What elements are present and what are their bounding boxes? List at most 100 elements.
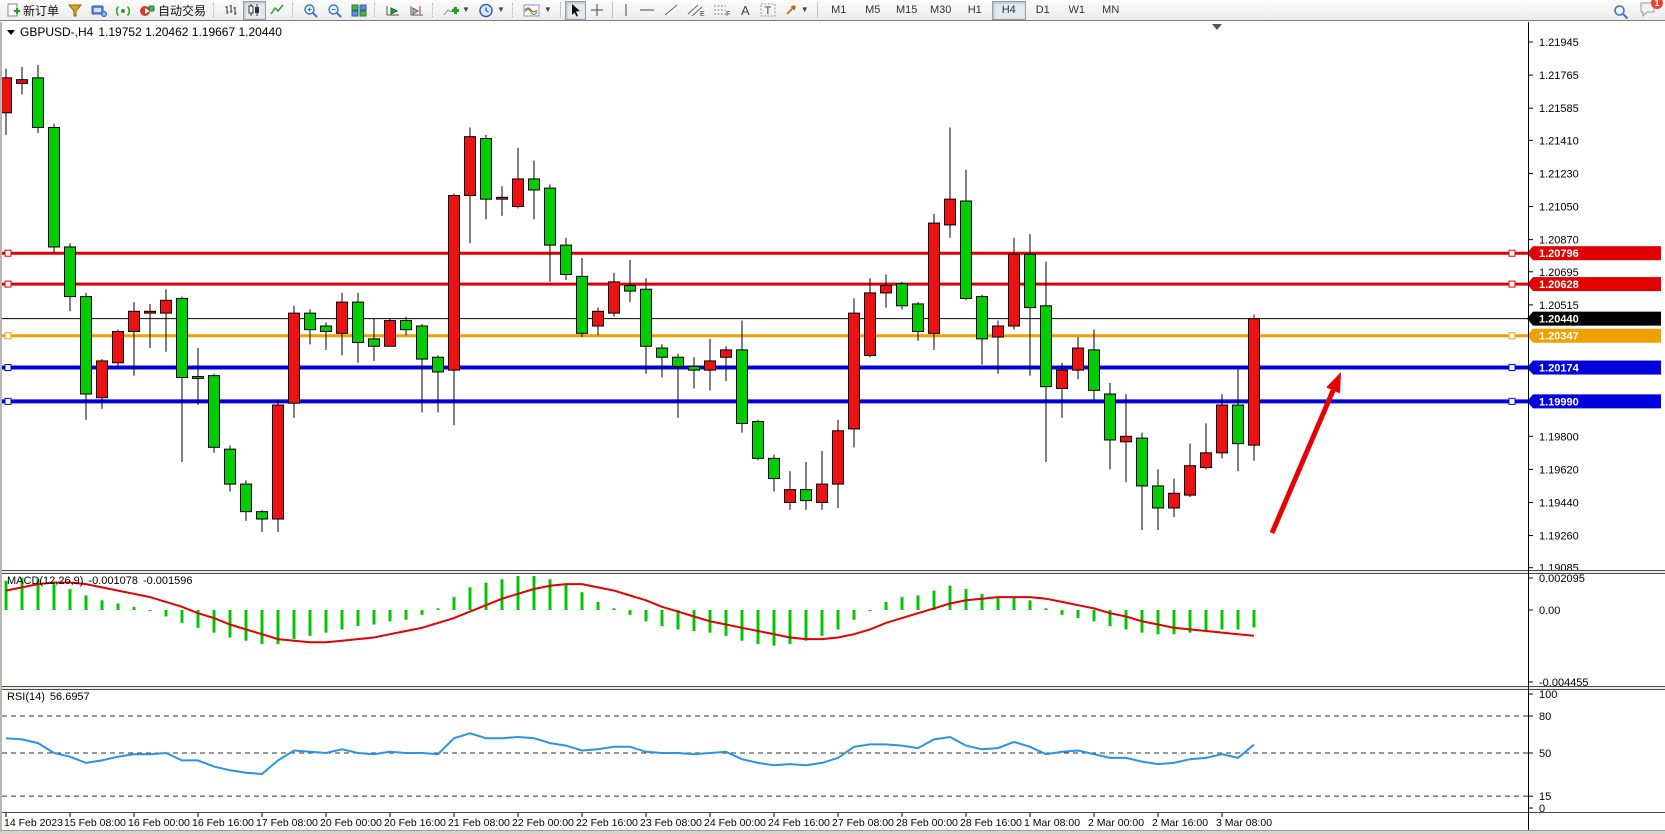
line-handle[interactable] — [1508, 364, 1516, 372]
line-handle[interactable] — [1508, 280, 1516, 288]
chart-background[interactable] — [0, 22, 1665, 831]
vertical-line-tool-button[interactable] — [617, 1, 635, 20]
rsi-axis-label: 80 — [1539, 711, 1551, 723]
zoom-in-button[interactable] — [299, 1, 323, 20]
timeframe-m15-button[interactable]: M15 — [896, 4, 918, 16]
macd-bar — [276, 610, 280, 644]
symbol-dropdown-icon[interactable] — [7, 29, 15, 35]
candle — [656, 344, 668, 378]
notifications-button[interactable]: 1 — [1639, 0, 1663, 22]
candle — [320, 322, 332, 350]
strategy-tester-button[interactable] — [87, 1, 111, 20]
bar-chart-button[interactable] — [220, 1, 243, 20]
candle — [672, 353, 684, 418]
time-tick-label: 20 Feb 00:00 — [320, 817, 382, 829]
line-handle[interactable] — [4, 364, 12, 372]
chart-shift-button[interactable] — [405, 1, 429, 20]
candle — [304, 309, 316, 345]
candle — [1040, 261, 1052, 463]
timeframe-h1-button[interactable]: H1 — [967, 4, 982, 16]
price-level-label: 1.20174 — [1539, 363, 1580, 375]
pivot-line[interactable]: 1.20347 — [2, 328, 1661, 343]
candle — [768, 454, 780, 492]
support-line-2[interactable]: 1.19990 — [2, 394, 1661, 409]
trend-arrow-annotation[interactable] — [1269, 372, 1341, 534]
macd-bar — [1236, 610, 1240, 630]
timeframe-m5-button[interactable]: M5 — [865, 4, 881, 16]
price-level-label: 1.20347 — [1539, 331, 1579, 343]
timeframe-w1-button[interactable]: W1 — [1068, 4, 1085, 16]
timeframe-h4-button[interactable]: H4 — [991, 0, 1026, 20]
candle — [640, 278, 652, 374]
new-order-button[interactable]: 新订单 — [2, 1, 63, 20]
fibonacci-icon: F — [713, 5, 730, 17]
macd-bar — [1092, 610, 1096, 622]
equidistant-channel-tool-button[interactable]: E — [683, 1, 709, 20]
time-axis[interactable]: 14 Feb 2023 15 Feb 08:00 16 Feb 00:00 16 Fe… — [4, 813, 1272, 829]
fibonacci-tool-button[interactable]: F — [709, 1, 735, 20]
line-handle[interactable] — [1508, 397, 1516, 405]
candle — [1232, 368, 1244, 472]
chart-shift-marker-icon[interactable] — [1212, 24, 1222, 30]
candle — [432, 355, 444, 413]
resistance-line-2[interactable]: 1.20628 — [2, 277, 1661, 292]
auto-scroll-button[interactable] — [381, 1, 405, 20]
line-chart-button[interactable] — [266, 1, 289, 20]
horizontal-line-tool-button[interactable] — [635, 1, 659, 20]
candle — [976, 294, 988, 365]
level-lines: 1.20796 1.20628 1.20440 1.20347 1.20174 1.199… — [2, 246, 1661, 409]
candle — [1104, 382, 1116, 470]
price-level-label: 1.19990 — [1539, 396, 1579, 408]
zoom-out-button[interactable] — [323, 1, 347, 20]
auto-scroll-icon — [386, 5, 400, 15]
search-icon[interactable] — [1613, 4, 1629, 20]
line-handle[interactable] — [4, 332, 12, 340]
line-handle[interactable] — [4, 397, 12, 405]
trendline-icon — [664, 4, 678, 16]
macd-bar — [1076, 610, 1080, 619]
macd-bar — [1108, 610, 1112, 627]
rsi-panel[interactable]: 100 80 50 150 — [2, 689, 1557, 815]
timeframe-d1-button[interactable]: D1 — [1035, 4, 1050, 16]
line-handle[interactable] — [4, 280, 12, 288]
trendline-tool-button[interactable] — [659, 1, 683, 20]
candle — [848, 298, 860, 448]
indicators-button[interactable]: ▼ — [439, 1, 474, 20]
macd-bar — [164, 610, 168, 617]
autotrading-button[interactable]: 自动交易 — [135, 1, 210, 20]
timeframe-m30-button[interactable]: M30 — [930, 4, 952, 16]
crosshair-tool-button[interactable] — [586, 1, 608, 20]
candlestick-chart-button[interactable] — [243, 0, 267, 20]
candle — [912, 302, 924, 341]
line-handle[interactable] — [1508, 332, 1516, 340]
market-watch-button[interactable] — [63, 1, 87, 20]
candle — [416, 324, 428, 413]
periods-button[interactable]: ▼ — [474, 1, 509, 20]
macd-panel[interactable]: 0.002095 0.00 -0.004455 — [4, 573, 1589, 689]
svg-text:A: A — [741, 3, 750, 17]
line-handle[interactable] — [1508, 249, 1516, 257]
tile-windows-button[interactable] — [347, 1, 371, 20]
macd-bar — [244, 610, 248, 641]
arrows-tool-button[interactable]: ▼ — [780, 1, 813, 20]
timeframe-m1-button[interactable]: M1 — [831, 4, 847, 16]
new-order-icon — [7, 3, 20, 17]
text-label-tool-button[interactable]: T — [756, 1, 780, 20]
toolbar-separator — [611, 2, 613, 18]
cursor-tool-button[interactable] — [564, 0, 586, 20]
text-tool-button[interactable]: A — [735, 1, 756, 20]
macd-bar — [916, 595, 920, 610]
price-level-label: 1.20796 — [1539, 248, 1579, 260]
signals-button[interactable] — [111, 1, 135, 20]
candle — [544, 184, 556, 282]
line-handle[interactable] — [4, 249, 12, 257]
timeframe-mn-button[interactable]: MN — [1102, 4, 1120, 16]
bid-price-line[interactable]: 1.20440 — [2, 311, 1661, 326]
chart-ohlc-values: 1.19752 1.20462 1.19667 1.20440 — [98, 25, 282, 39]
templates-button[interactable]: ▼ — [519, 1, 556, 20]
support-line-1[interactable]: 1.20174 — [2, 360, 1661, 375]
resistance-line-1[interactable]: 1.20796 — [2, 246, 1661, 261]
candle — [176, 296, 188, 463]
macd-bar — [436, 608, 440, 610]
